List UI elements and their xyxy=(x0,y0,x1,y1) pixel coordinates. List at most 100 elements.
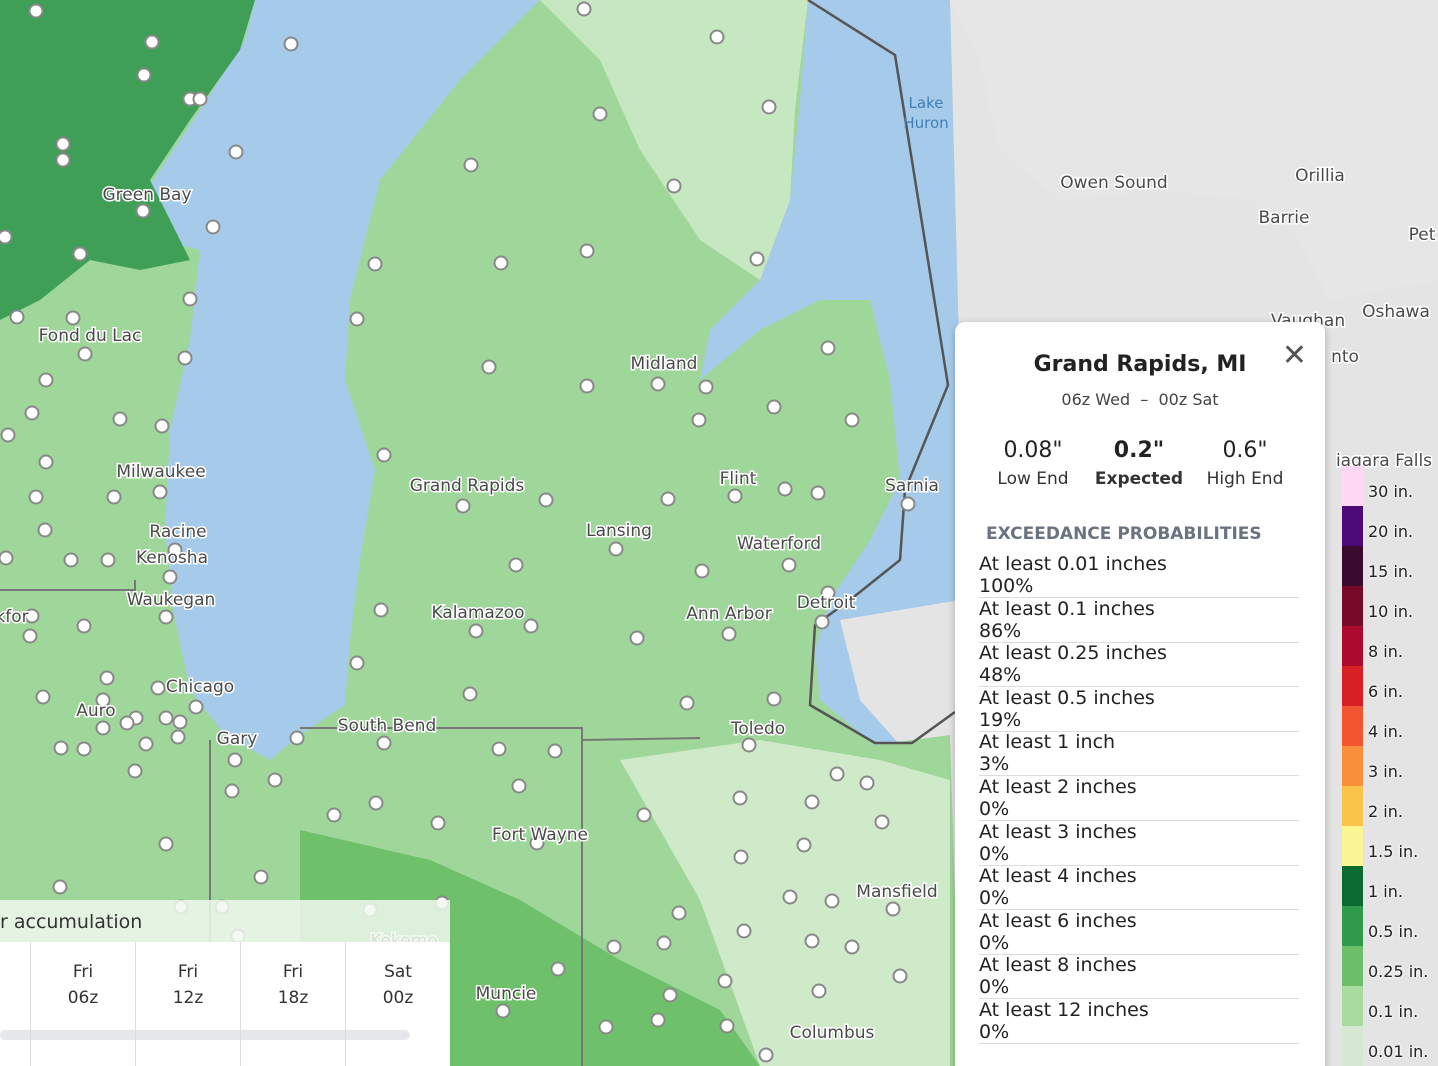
station xyxy=(205,219,221,235)
station xyxy=(592,106,608,122)
popup-period: 06z Wed – 00z Sat xyxy=(1061,390,1219,409)
station xyxy=(376,735,392,751)
row-label: At least 6 inches xyxy=(979,909,1137,932)
station xyxy=(72,246,88,262)
place-label: Lansing xyxy=(586,521,652,541)
station xyxy=(253,869,269,885)
station xyxy=(820,340,836,356)
place-label: Midland xyxy=(631,354,698,374)
scrollbar[interactable] xyxy=(0,1030,410,1040)
station xyxy=(811,983,827,999)
place-label: Waterford xyxy=(737,534,821,554)
station xyxy=(698,379,714,395)
station xyxy=(52,879,68,895)
station xyxy=(650,376,666,392)
legend-label: 15 in. xyxy=(1368,562,1414,581)
station xyxy=(608,541,624,557)
station xyxy=(679,695,695,711)
table-row: At least 0.5 inches 19% xyxy=(979,687,1299,732)
stat-value: 0.6" xyxy=(1222,438,1268,463)
station xyxy=(283,36,299,52)
station xyxy=(538,492,554,508)
station xyxy=(736,923,752,939)
legend-swatch xyxy=(1342,546,1363,586)
place-label: Ann Arbor xyxy=(686,604,771,624)
water-label: Huron xyxy=(903,114,948,132)
legend-swatch xyxy=(1342,1026,1363,1066)
station xyxy=(892,968,908,984)
timeline-slot[interactable]: Fri 18z xyxy=(240,942,345,1066)
slot-time: 00z xyxy=(382,988,414,1008)
stat-label: Low End xyxy=(997,469,1069,489)
station xyxy=(177,350,193,366)
legend-swatch xyxy=(1342,906,1363,946)
station xyxy=(721,626,737,642)
legend-swatch xyxy=(1342,626,1363,666)
station xyxy=(326,807,342,823)
station xyxy=(65,310,81,326)
legend-label: 2 in. xyxy=(1368,802,1403,821)
table-row: At least 12 inches 0% xyxy=(979,999,1299,1044)
station xyxy=(662,987,678,1003)
row-value: 86% xyxy=(979,619,1022,642)
station xyxy=(373,602,389,618)
station xyxy=(694,563,710,579)
water-label: Lake xyxy=(909,94,944,112)
station xyxy=(761,99,777,115)
station xyxy=(144,34,160,50)
place-label: kfor xyxy=(0,607,29,627)
legend-label: 6 in. xyxy=(1368,682,1403,701)
place-label: Detroit xyxy=(797,593,856,613)
station xyxy=(152,484,168,500)
station xyxy=(349,311,365,327)
station xyxy=(138,736,154,752)
station xyxy=(55,152,71,168)
station xyxy=(741,737,757,753)
heavy-area xyxy=(0,0,255,320)
legend-swatch xyxy=(1342,866,1363,906)
row-label: At least 4 inches xyxy=(979,865,1137,888)
row-value: 0% xyxy=(979,798,1010,820)
legend-label: 1.5 in. xyxy=(1368,842,1419,861)
legend-label: 8 in. xyxy=(1368,642,1403,661)
table-row: At least 0.01 inches 100% xyxy=(979,553,1299,598)
stat-label: High End xyxy=(1206,469,1284,489)
row-label: At least 8 inches xyxy=(979,954,1137,977)
timeline-slot[interactable]: Fri 06z xyxy=(30,942,135,1066)
station xyxy=(430,815,446,831)
station xyxy=(874,814,890,830)
station xyxy=(99,670,115,686)
station xyxy=(656,935,672,951)
row-value: 0% xyxy=(979,1021,1010,1043)
timeline-slot[interactable]: Sat 00z xyxy=(345,942,450,1066)
station xyxy=(749,251,765,267)
legend-label: 0.5 in. xyxy=(1368,922,1419,941)
close-button[interactable]: ✕ xyxy=(1281,338,1307,373)
station xyxy=(717,973,733,989)
station xyxy=(100,552,116,568)
place-label: Fond du Lac xyxy=(39,326,142,346)
place-label: South Bend xyxy=(338,716,437,736)
row-label: At least 0.1 inches xyxy=(979,597,1155,620)
table-row: At least 3 inches 0% xyxy=(979,821,1299,866)
row-value: 0% xyxy=(979,931,1010,954)
station xyxy=(127,763,143,779)
station xyxy=(550,961,566,977)
station xyxy=(55,136,71,152)
station xyxy=(579,378,595,394)
place-label: Racine xyxy=(149,522,206,542)
place-label: Muncie xyxy=(476,984,537,1004)
station xyxy=(636,807,652,823)
legend-swatch xyxy=(1342,746,1363,786)
timeline-slot[interactable]: Fri 12z xyxy=(135,942,240,1066)
slot-day: Fri xyxy=(177,962,199,982)
slot-time: 06z xyxy=(67,988,99,1008)
station xyxy=(150,680,166,696)
place-label: Flint xyxy=(720,469,757,489)
place-label: Columbus xyxy=(790,1023,875,1043)
place-label: Auro xyxy=(76,701,115,721)
station xyxy=(182,291,198,307)
place-label: Fort Wayne xyxy=(492,825,588,845)
place-label: Chicago xyxy=(166,677,234,697)
station xyxy=(529,835,545,851)
